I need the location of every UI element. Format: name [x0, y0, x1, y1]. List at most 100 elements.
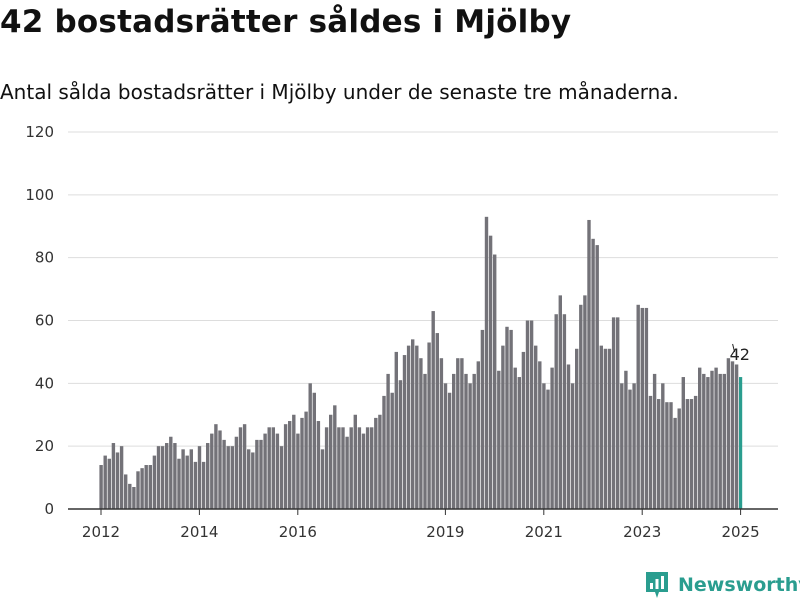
x-axis: 2012 2014 2016 2019 2021 2023 2025: [68, 508, 778, 541]
bar: [201, 461, 206, 509]
bar: [160, 446, 165, 509]
bar: [607, 348, 612, 509]
bar: [468, 383, 472, 509]
y-tick-label: 120: [25, 123, 54, 141]
bar: [173, 443, 177, 509]
bar: [238, 427, 243, 509]
bar: [267, 427, 271, 509]
bar: [480, 329, 485, 509]
bar: [521, 351, 526, 509]
bar: [210, 433, 214, 509]
bar: [329, 414, 333, 509]
x-tick-label: 2025: [722, 523, 760, 541]
bar: [628, 389, 632, 509]
bar: [177, 458, 181, 509]
bar: [538, 361, 542, 509]
bar: [722, 373, 726, 509]
bar: [288, 421, 292, 509]
bar: [365, 427, 370, 509]
bar: [698, 367, 702, 509]
bar: [640, 307, 644, 509]
bar: [132, 487, 136, 509]
bar: [361, 433, 366, 509]
bar: [378, 414, 382, 509]
bar: [501, 345, 505, 509]
chart-subtitle: Antal sålda bostadsrätter i Mjölby under…: [0, 80, 679, 104]
bar: [542, 383, 546, 509]
bar: [124, 474, 128, 509]
bar: [435, 333, 439, 509]
bar: [513, 367, 517, 509]
bar: [443, 383, 448, 509]
bar: [595, 245, 599, 509]
bar: [140, 468, 144, 509]
bar: [452, 373, 456, 509]
bar: [693, 395, 698, 509]
bar: [255, 439, 259, 509]
bar: [591, 238, 595, 510]
bar: [439, 358, 444, 509]
bar: [242, 424, 247, 509]
bar: [107, 458, 111, 509]
bar: [370, 427, 374, 509]
bar: [374, 417, 378, 509]
data-labels: 42: [730, 343, 750, 364]
grid-lines: [68, 131, 778, 447]
bar: [402, 355, 407, 509]
bar: [382, 395, 386, 509]
y-tick-label: 0: [44, 500, 54, 518]
bar: [345, 436, 349, 509]
bar: [390, 392, 394, 509]
bar: [226, 446, 230, 509]
bar: [714, 367, 718, 509]
x-tick-label: 2023: [623, 523, 661, 541]
bar: [206, 443, 210, 509]
bar: [308, 383, 312, 509]
bar: [300, 417, 304, 509]
bar: [681, 377, 685, 509]
bar: [509, 329, 513, 509]
bar: [292, 414, 296, 509]
bar: [156, 446, 161, 509]
y-tick-label: 100: [25, 186, 54, 204]
y-tick-label: 40: [35, 374, 54, 392]
bar: [689, 399, 694, 509]
bar: [419, 358, 423, 509]
data-label-last: 42: [730, 345, 750, 364]
chart-title: 42 bostadsrätter såldes i Mjölby: [0, 4, 572, 40]
bar: [669, 402, 673, 509]
bar: [337, 427, 341, 509]
bar: [234, 436, 239, 509]
bar: [534, 345, 538, 509]
y-tick-label: 60: [35, 312, 54, 330]
bar: [616, 317, 620, 509]
bar: [304, 411, 308, 509]
bar: [550, 367, 554, 509]
bar: [464, 373, 468, 509]
bar: [599, 345, 603, 509]
bar: [247, 449, 251, 509]
bar: [546, 389, 550, 509]
bar: [169, 436, 173, 509]
bar: [677, 408, 681, 509]
x-tick-label: 2016: [279, 523, 317, 541]
bar: [136, 471, 140, 509]
bar: [128, 483, 132, 509]
bar: [488, 235, 493, 510]
bar: [726, 358, 731, 509]
bar: [357, 427, 362, 509]
bar: [636, 304, 640, 509]
x-tick-label: 2021: [525, 523, 563, 541]
bar: [324, 427, 329, 509]
bar: [411, 339, 415, 509]
bar: [583, 295, 587, 509]
bar: [394, 351, 398, 509]
bar: [353, 414, 357, 509]
bar: [587, 219, 591, 509]
bar: [251, 452, 255, 509]
bar: [386, 373, 390, 509]
bar: [259, 439, 263, 509]
bar: [517, 377, 521, 509]
bar: [497, 370, 501, 509]
bar: [263, 433, 267, 509]
